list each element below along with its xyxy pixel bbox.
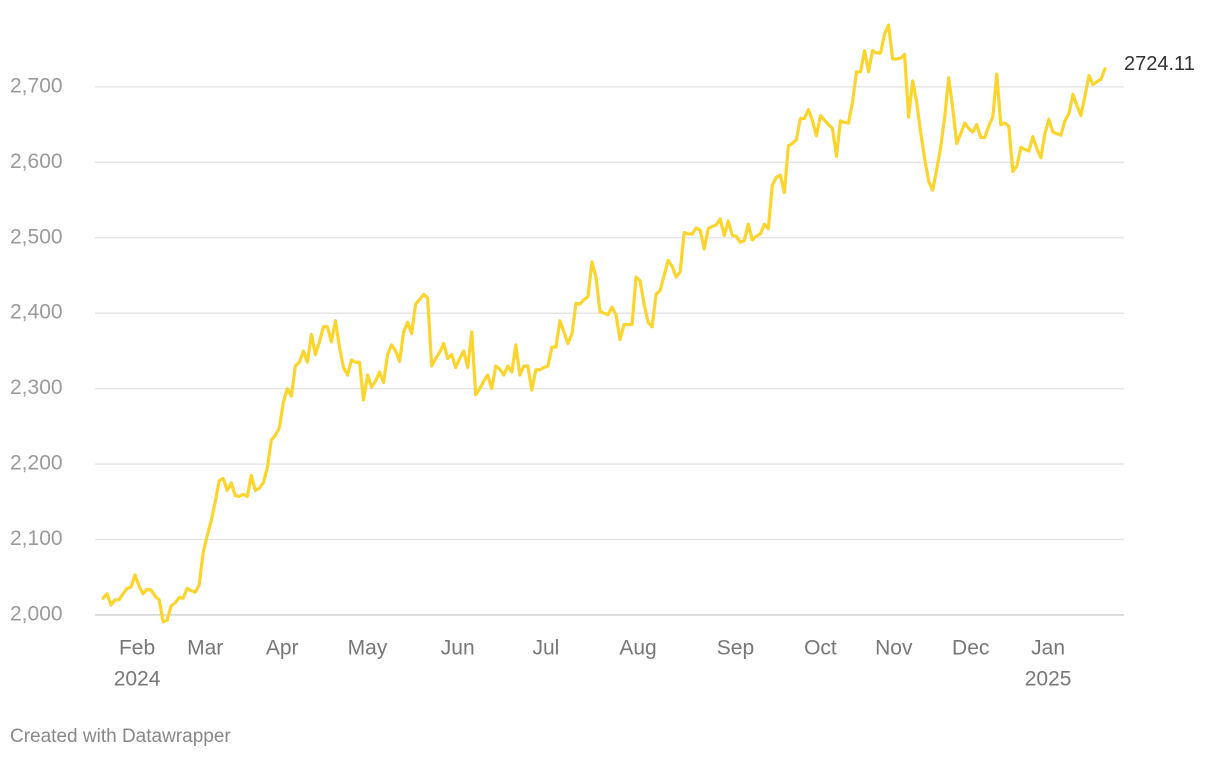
x-tick-label: May — [348, 637, 388, 660]
x-tick-year: 2024 — [114, 668, 161, 691]
x-tick-label: Nov — [875, 637, 913, 660]
x-tick-label: Jun — [441, 637, 475, 660]
y-tick-label: 2,100 — [10, 527, 63, 550]
y-tick-label: 2,500 — [10, 225, 63, 248]
x-tick-label: Jul — [532, 637, 559, 660]
x-tick-label: Sep — [717, 637, 754, 660]
y-tick-label: 2,600 — [10, 150, 63, 173]
y-tick-label: 2,200 — [10, 452, 63, 475]
x-tick-label: Dec — [952, 637, 989, 660]
x-tick-label: Mar — [187, 637, 223, 660]
price-line — [101, 23, 1107, 624]
x-tick-label: Apr — [266, 637, 299, 660]
x-tick-label: Jan — [1031, 637, 1065, 660]
end-value-label: 2724.11 — [1124, 53, 1195, 75]
y-tick-label: 2,000 — [10, 602, 63, 625]
x-tick-year: 2025 — [1025, 668, 1072, 691]
footer: Created with Datawrapper — [10, 726, 231, 747]
y-tick-label: 2,400 — [10, 301, 63, 324]
y-tick-label: 2,300 — [10, 376, 63, 399]
x-tick-label: Oct — [804, 637, 837, 660]
x-tick-label: Aug — [619, 637, 656, 660]
y-tick-label: 2,700 — [10, 74, 63, 97]
x-tick-label: Feb — [119, 637, 155, 660]
